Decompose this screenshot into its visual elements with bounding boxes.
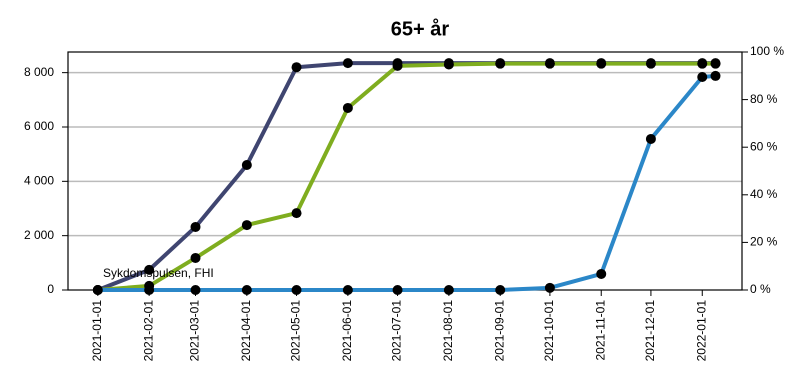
y-tick-label: 4 000 bbox=[24, 173, 54, 187]
y2-tick-label: 0 % bbox=[750, 282, 771, 296]
x-tick-label: 2021-04-01 bbox=[239, 300, 253, 362]
point bbox=[190, 221, 201, 232]
point bbox=[596, 58, 607, 69]
point bbox=[544, 58, 555, 69]
point bbox=[495, 285, 506, 295]
y2-tick-label: 20 % bbox=[750, 235, 778, 249]
x-tick-label: 2021-10-01 bbox=[542, 300, 556, 362]
point bbox=[596, 268, 607, 279]
y2-tick-label: 100 % bbox=[750, 44, 784, 58]
point bbox=[495, 58, 506, 69]
point bbox=[241, 285, 252, 295]
point bbox=[392, 60, 403, 71]
point bbox=[697, 58, 708, 69]
chart-title: 65+ år bbox=[391, 17, 450, 40]
point bbox=[190, 252, 201, 263]
point bbox=[710, 70, 721, 81]
x-tick-label: 2021-07-01 bbox=[390, 300, 404, 362]
series-line bbox=[97, 61, 716, 292]
x-tick-label: 2021-06-01 bbox=[340, 300, 354, 362]
series-line bbox=[97, 61, 716, 292]
point bbox=[291, 62, 302, 73]
point bbox=[710, 58, 721, 69]
series-line bbox=[97, 73, 716, 292]
y2-tick-label: 60 % bbox=[750, 139, 778, 153]
point bbox=[291, 208, 302, 219]
point bbox=[443, 59, 454, 70]
y-tick-label: 0 bbox=[47, 282, 54, 296]
point bbox=[190, 285, 201, 295]
x-tick-label: 2021-03-01 bbox=[188, 300, 202, 362]
x-tick-label: 2021-08-01 bbox=[441, 300, 455, 362]
y-tick-label: 6 000 bbox=[24, 119, 54, 133]
point bbox=[144, 264, 155, 275]
y-tick-label: 2 000 bbox=[24, 228, 54, 242]
x-tick-label: 2021-02-01 bbox=[141, 300, 155, 362]
x-tick-label: 2021-12-01 bbox=[643, 300, 657, 362]
point bbox=[241, 160, 252, 171]
y-tick-label: 8 000 bbox=[24, 65, 54, 79]
y2-tick-label: 80 % bbox=[750, 92, 778, 106]
point bbox=[392, 285, 403, 295]
point bbox=[645, 58, 656, 69]
point bbox=[645, 133, 656, 144]
x-tick-label: 2021-09-01 bbox=[492, 300, 506, 362]
x-tick-label: 2022-01-01 bbox=[694, 300, 708, 362]
point bbox=[443, 285, 454, 295]
point bbox=[144, 285, 155, 295]
x-tick-label: 2021-01-01 bbox=[90, 300, 104, 362]
annotation: Sykdomspulsen, FHI bbox=[103, 266, 214, 280]
y2-tick-label: 40 % bbox=[750, 187, 778, 201]
point bbox=[92, 285, 103, 295]
point bbox=[697, 71, 708, 82]
point bbox=[291, 285, 302, 295]
point bbox=[342, 102, 353, 113]
point bbox=[342, 285, 353, 295]
x-tick-label: 2021-05-01 bbox=[289, 300, 303, 362]
x-tick-label: 2021-11-01 bbox=[593, 300, 607, 361]
point bbox=[544, 282, 555, 293]
point bbox=[342, 58, 353, 69]
point bbox=[241, 220, 252, 231]
